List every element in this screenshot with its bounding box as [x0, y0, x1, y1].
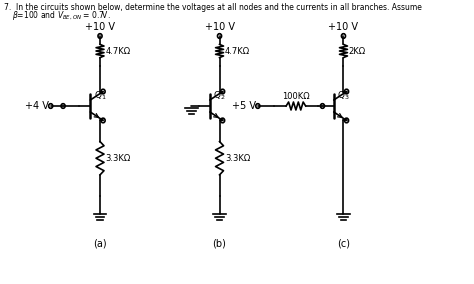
- Text: 7.  In the circuits shown below, determine the voltages at all nodes and the cur: 7. In the circuits shown below, determin…: [4, 3, 422, 12]
- Text: (b): (b): [213, 238, 227, 248]
- Text: Q$_2$: Q$_2$: [213, 89, 226, 102]
- Text: +5 V: +5 V: [232, 101, 256, 111]
- Text: 4.7KΩ: 4.7KΩ: [105, 47, 130, 55]
- Text: +10 V: +10 V: [205, 22, 235, 32]
- Text: $\beta$=100 and $V_{BE,ON}$ = 0.7V.: $\beta$=100 and $V_{BE,ON}$ = 0.7V.: [11, 9, 110, 22]
- Text: +10 V: +10 V: [328, 22, 358, 32]
- Text: 3.3KΩ: 3.3KΩ: [225, 154, 250, 163]
- Text: (c): (c): [337, 238, 350, 248]
- Text: (a): (a): [93, 238, 107, 248]
- Text: 100KΩ: 100KΩ: [282, 92, 310, 101]
- Text: 4.7KΩ: 4.7KΩ: [225, 47, 250, 55]
- Text: Q$_3$: Q$_3$: [337, 89, 350, 102]
- Text: +10 V: +10 V: [85, 22, 115, 32]
- Text: 3.3KΩ: 3.3KΩ: [105, 154, 131, 163]
- Text: +4 V: +4 V: [25, 101, 49, 111]
- Text: 2KΩ: 2KΩ: [349, 47, 366, 55]
- Text: Q$_1$: Q$_1$: [94, 89, 107, 102]
